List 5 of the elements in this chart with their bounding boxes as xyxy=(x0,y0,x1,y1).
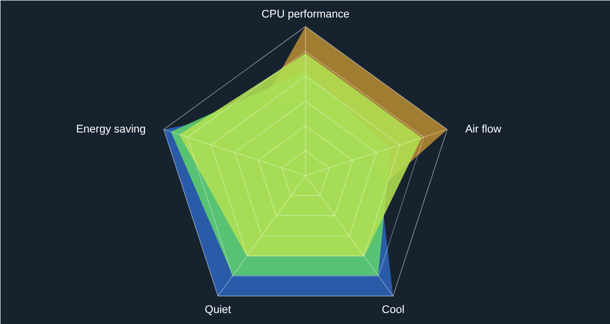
spoke-label: Quiet xyxy=(204,304,232,316)
spoke-label: Energy saving xyxy=(76,123,146,136)
spoke-label: Cool xyxy=(382,304,404,316)
spoke-label: Air flow xyxy=(465,123,502,136)
spoke-label: CPU performance xyxy=(261,8,350,20)
